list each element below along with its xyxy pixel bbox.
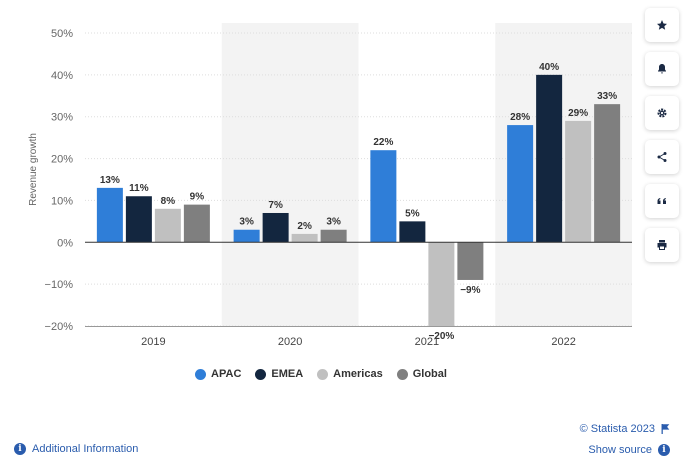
y-tick-label: 20%: [51, 154, 73, 166]
data-label: 2%: [297, 221, 312, 232]
notification-button[interactable]: [645, 52, 679, 86]
data-label: 11%: [129, 183, 149, 194]
y-tick-label: 40%: [51, 70, 73, 82]
bar-chart: 50% 40% 30% 20% 10% 0% −10% −20% Revenue growth 1…: [28, 23, 632, 348]
legend-marker-global: [396, 368, 408, 380]
data-label: 3%: [239, 217, 254, 228]
bar-apac-2021: [370, 150, 397, 243]
data-label: 9%: [190, 192, 205, 203]
bar-emea-2020: [262, 212, 289, 243]
data-label: 28%: [510, 112, 530, 123]
chart-legend: APAC EMEA Americas Global: [0, 368, 692, 380]
show-source-text: Show source: [588, 444, 652, 456]
y-tick-label: 50%: [51, 28, 73, 40]
y-axis-title: Revenue growth: [28, 133, 39, 206]
quote-icon: [657, 198, 666, 204]
print-button[interactable]: [645, 228, 679, 262]
bar-emea-2019: [125, 196, 152, 243]
data-label: 5%: [405, 208, 420, 219]
bar-apac-2019: [96, 187, 123, 243]
data-label: −20%: [428, 331, 454, 342]
data-label: 8%: [161, 196, 176, 207]
legend-item-global[interactable]: Global: [396, 368, 447, 380]
legend-item-apac[interactable]: APAC: [195, 368, 241, 380]
bar-emea-2022: [536, 74, 563, 243]
y-tick-label: 30%: [51, 112, 73, 124]
gear-icon: [657, 108, 667, 118]
data-label: 33%: [597, 91, 617, 102]
print-icon: [657, 240, 667, 250]
data-label: 29%: [568, 108, 588, 119]
legend-marker-americas: [317, 368, 329, 380]
legend-label-americas: Americas: [333, 368, 383, 380]
data-label: 3%: [326, 217, 341, 228]
settings-button[interactable]: [645, 96, 679, 130]
data-label: −9%: [460, 285, 480, 296]
info-icon: i: [658, 444, 670, 456]
bell-icon: [658, 64, 666, 74]
show-source-link[interactable]: Show source i: [588, 444, 670, 456]
bar-emea-2021: [399, 221, 426, 243]
star-icon: [657, 20, 667, 30]
y-tick-label: −20%: [45, 321, 74, 333]
data-label: 40%: [539, 62, 559, 73]
bar-americas-2019: [154, 208, 181, 243]
x-tick-label: 2022: [551, 336, 575, 348]
bar-global-2021: [457, 242, 484, 280]
info-icon: i: [14, 443, 26, 455]
legend-item-emea[interactable]: EMEA: [255, 368, 303, 380]
x-tick-label: 2020: [278, 336, 302, 348]
favorite-button[interactable]: [645, 8, 679, 42]
bar-apac-2022: [507, 125, 534, 243]
y-tick-label: 0%: [57, 237, 73, 249]
legend-marker-emea: [255, 368, 267, 380]
bar-global-2020: [320, 229, 347, 243]
additional-information-link[interactable]: i Additional Information: [14, 443, 138, 455]
legend-label-emea: EMEA: [271, 368, 304, 380]
additional-information-text: Additional Information: [32, 443, 139, 455]
bar-americas-2022: [565, 120, 592, 243]
data-label: 22%: [373, 137, 393, 148]
share-icon: [657, 152, 667, 162]
data-label: 7%: [268, 200, 283, 211]
data-label: 13%: [100, 175, 120, 186]
flag-icon: [661, 424, 670, 434]
legend-label-global: Global: [412, 368, 447, 380]
legend-marker-apac: [195, 368, 207, 380]
category-band: [221, 23, 359, 326]
cite-button[interactable]: [645, 184, 679, 218]
y-tick-label: 10%: [51, 195, 73, 207]
y-tick-label: −10%: [45, 279, 74, 291]
legend-item-americas[interactable]: Americas: [317, 368, 383, 380]
share-button[interactable]: [645, 140, 679, 174]
x-tick-label: 2021: [415, 336, 439, 348]
bar-americas-2021: [428, 242, 455, 326]
bar-global-2019: [183, 204, 210, 243]
bar-apac-2020: [233, 229, 260, 243]
x-tick-label: 2019: [141, 336, 165, 348]
statista-credit[interactable]: © Statista 2023: [580, 423, 670, 435]
bar-americas-2020: [291, 233, 318, 243]
legend-label-apac: APAC: [211, 368, 242, 380]
chart-toolbar: [645, 8, 683, 262]
credit-text: © Statista 2023: [579, 423, 655, 435]
bar-global-2022: [594, 104, 621, 243]
